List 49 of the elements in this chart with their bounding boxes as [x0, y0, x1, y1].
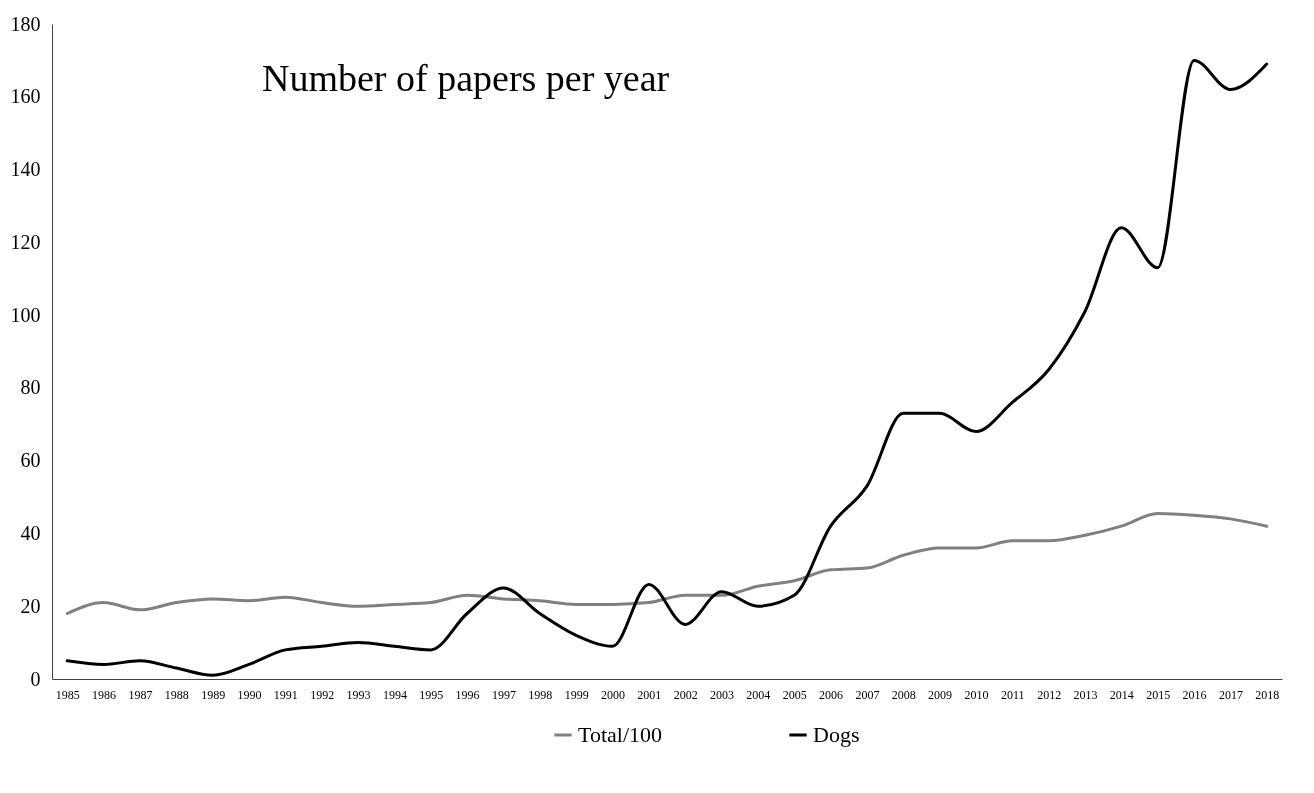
y-tick-label: 100 [10, 303, 41, 326]
x-tick-label: 1992 [310, 687, 335, 702]
x-tick-label: 2010 [964, 687, 989, 702]
x-tick-label: 2018 [1255, 687, 1280, 702]
x-tick-label: 2007 [855, 687, 880, 702]
y-tick-label: 0 [30, 667, 41, 690]
y-tick-label: 120 [10, 230, 41, 253]
x-tick-label: 1993 [346, 687, 371, 702]
x-tick-label: 1997 [491, 687, 516, 702]
x-tick-label: 2009 [928, 687, 953, 702]
x-tick-label: 2014 [1109, 687, 1134, 702]
x-tick-label: 1985 [55, 687, 80, 702]
y-tick-label: 60 [20, 449, 41, 472]
x-tick-label: 2004 [746, 687, 771, 702]
x-tick-label: 2015 [1146, 687, 1171, 702]
y-tick-label: 40 [20, 521, 41, 544]
x-tick-label: 1989 [201, 687, 226, 702]
x-tick-label: 2013 [1073, 687, 1098, 702]
x-tick-label: 2006 [819, 687, 844, 702]
x-tick-label: 2003 [710, 687, 735, 702]
legend-label: Total/100 [578, 722, 663, 747]
x-tick-label: 1990 [237, 687, 262, 702]
x-tick-label: 2012 [1037, 687, 1062, 702]
legend-label: Dogs [813, 722, 860, 747]
x-tick-label: 1998 [528, 687, 553, 702]
text: Number of papers per year [262, 57, 670, 99]
x-tick-label: 2011 [1001, 687, 1025, 702]
x-tick-label: 1988 [164, 687, 189, 702]
x-tick-label: 2017 [1218, 687, 1243, 702]
y-tick-label: 140 [10, 158, 41, 181]
x-tick-label: 1987 [128, 687, 153, 702]
y-tick-label: 80 [20, 376, 41, 399]
x-tick-label: 1995 [419, 687, 444, 702]
y-tick-label: 20 [20, 594, 41, 617]
line-series [65, 511, 1269, 615]
x-tick-label: 1996 [455, 687, 480, 702]
x-tick-label: 1994 [382, 687, 407, 702]
y-tick-label: 160 [10, 85, 41, 108]
x-tick-label: 2002 [673, 687, 698, 702]
x-tick-label: 2008 [891, 687, 916, 702]
x-tick-label: 2001 [637, 687, 662, 702]
x-tick-label: 2016 [1182, 687, 1207, 702]
x-tick-label: 1986 [92, 687, 117, 702]
x-tick-label: 1999 [564, 687, 589, 702]
y-tick-label: 180 [10, 12, 41, 35]
x-tick-label: 2005 [782, 687, 807, 702]
x-tick-label: 2000 [600, 687, 625, 702]
x-tick-label: 1991 [273, 687, 298, 702]
line-series [65, 58, 1269, 677]
